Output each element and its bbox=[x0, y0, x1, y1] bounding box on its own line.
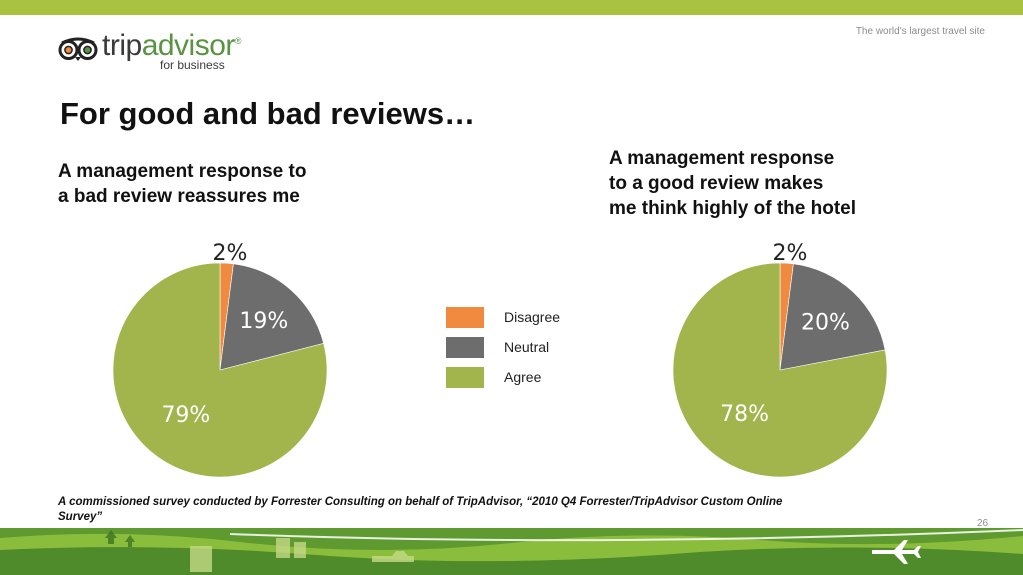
pie-good-label-neutral: 20% bbox=[801, 311, 850, 336]
legend-label-disagree: Disagree bbox=[504, 309, 561, 325]
car-icon bbox=[372, 551, 414, 562]
pie-good-slice-neutral bbox=[779, 263, 886, 371]
logo-registered-mark: ® bbox=[234, 36, 242, 46]
pie-bad-slice-neutral bbox=[219, 263, 325, 371]
legend-label-agree: Agree bbox=[504, 369, 542, 385]
landscape-footer-illustration bbox=[0, 528, 1023, 575]
logo-word-trip: trip bbox=[102, 29, 142, 62]
landscape-road bbox=[229, 529, 1023, 542]
chart-title-good-review: A management response to a good review m… bbox=[609, 148, 856, 219]
pie-chart-good-review: 2% 20% 78% bbox=[672, 241, 888, 478]
pie-good-slice-agree bbox=[672, 262, 888, 478]
top-accent-bar bbox=[0, 0, 1023, 15]
logo-wordmark: tripadvisor® bbox=[102, 29, 242, 63]
pie-good-label-agree: 78% bbox=[720, 402, 769, 427]
tree-icons bbox=[105, 530, 135, 547]
landscape-hills-dark bbox=[0, 547, 1023, 575]
page-number: 26 bbox=[977, 518, 989, 529]
slide-title: For good and bad reviews… bbox=[60, 96, 476, 131]
airplane-icon bbox=[872, 540, 921, 564]
legend-swatch-agree bbox=[446, 367, 484, 388]
pie-bad-label-disagree: 2% bbox=[213, 241, 248, 266]
owl-eyes-icon bbox=[58, 37, 98, 61]
legend-label-neutral: Neutral bbox=[504, 339, 550, 355]
building-icons bbox=[190, 538, 306, 572]
pie-chart-bad-review: 2% 19% 79% bbox=[112, 241, 328, 478]
pie-bad-label-agree: 79% bbox=[161, 403, 210, 428]
survey-footnote: A commissioned survey conducted by Forre… bbox=[58, 496, 783, 523]
legend-swatch-neutral bbox=[446, 337, 484, 358]
legend-swatch-disagree bbox=[446, 307, 484, 328]
tripadvisor-logo[interactable]: tripadvisor® for business bbox=[58, 29, 258, 75]
pie-good-label-disagree: 2% bbox=[773, 241, 808, 266]
tagline: The world's largest travel site bbox=[855, 26, 985, 37]
logo-subtitle: for business bbox=[160, 58, 225, 72]
pie-bad-slice-agree bbox=[112, 262, 328, 478]
pie-bad-label-neutral: 19% bbox=[239, 309, 288, 334]
logo-word-advisor: advisor bbox=[141, 29, 236, 62]
chart-title-bad-review: A management response to a bad review re… bbox=[58, 161, 307, 207]
